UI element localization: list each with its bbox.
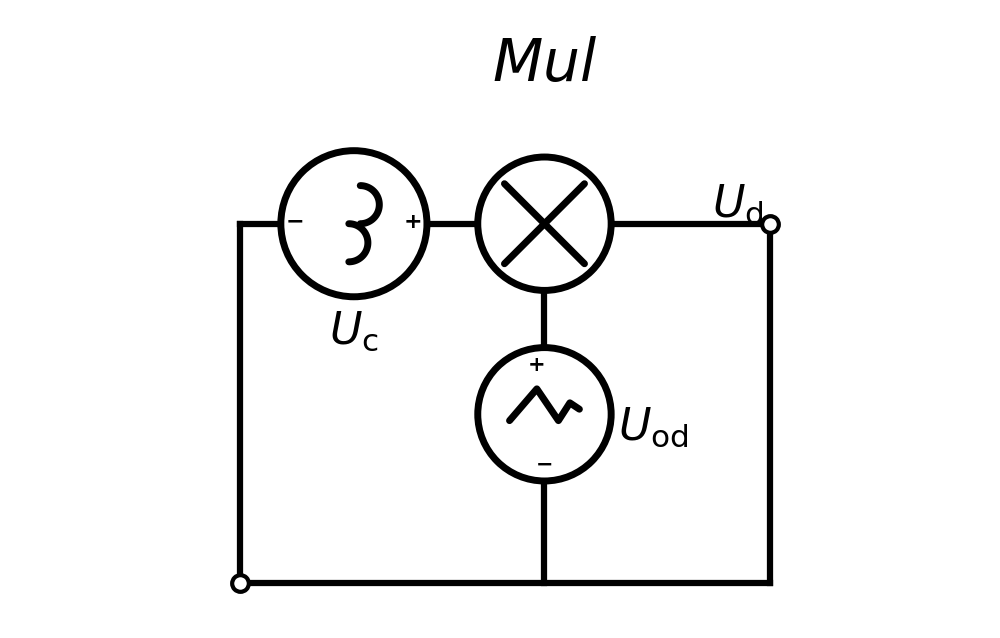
Text: −: − [286,212,304,232]
Text: +: + [528,355,546,375]
Circle shape [478,157,611,290]
Text: $\mathit{U}_\mathrm{od}$: $\mathit{U}_\mathrm{od}$ [618,405,688,449]
Circle shape [478,348,611,481]
Text: −: − [536,454,553,475]
Text: $\mathit{U}_\mathrm{c}$: $\mathit{U}_\mathrm{c}$ [329,310,379,353]
Text: +: + [404,212,422,232]
Circle shape [281,151,427,297]
Text: $\mathit{U}_\mathrm{d}$: $\mathit{U}_\mathrm{d}$ [712,183,764,226]
Text: $\mathit{Mul}$: $\mathit{Mul}$ [492,36,597,93]
